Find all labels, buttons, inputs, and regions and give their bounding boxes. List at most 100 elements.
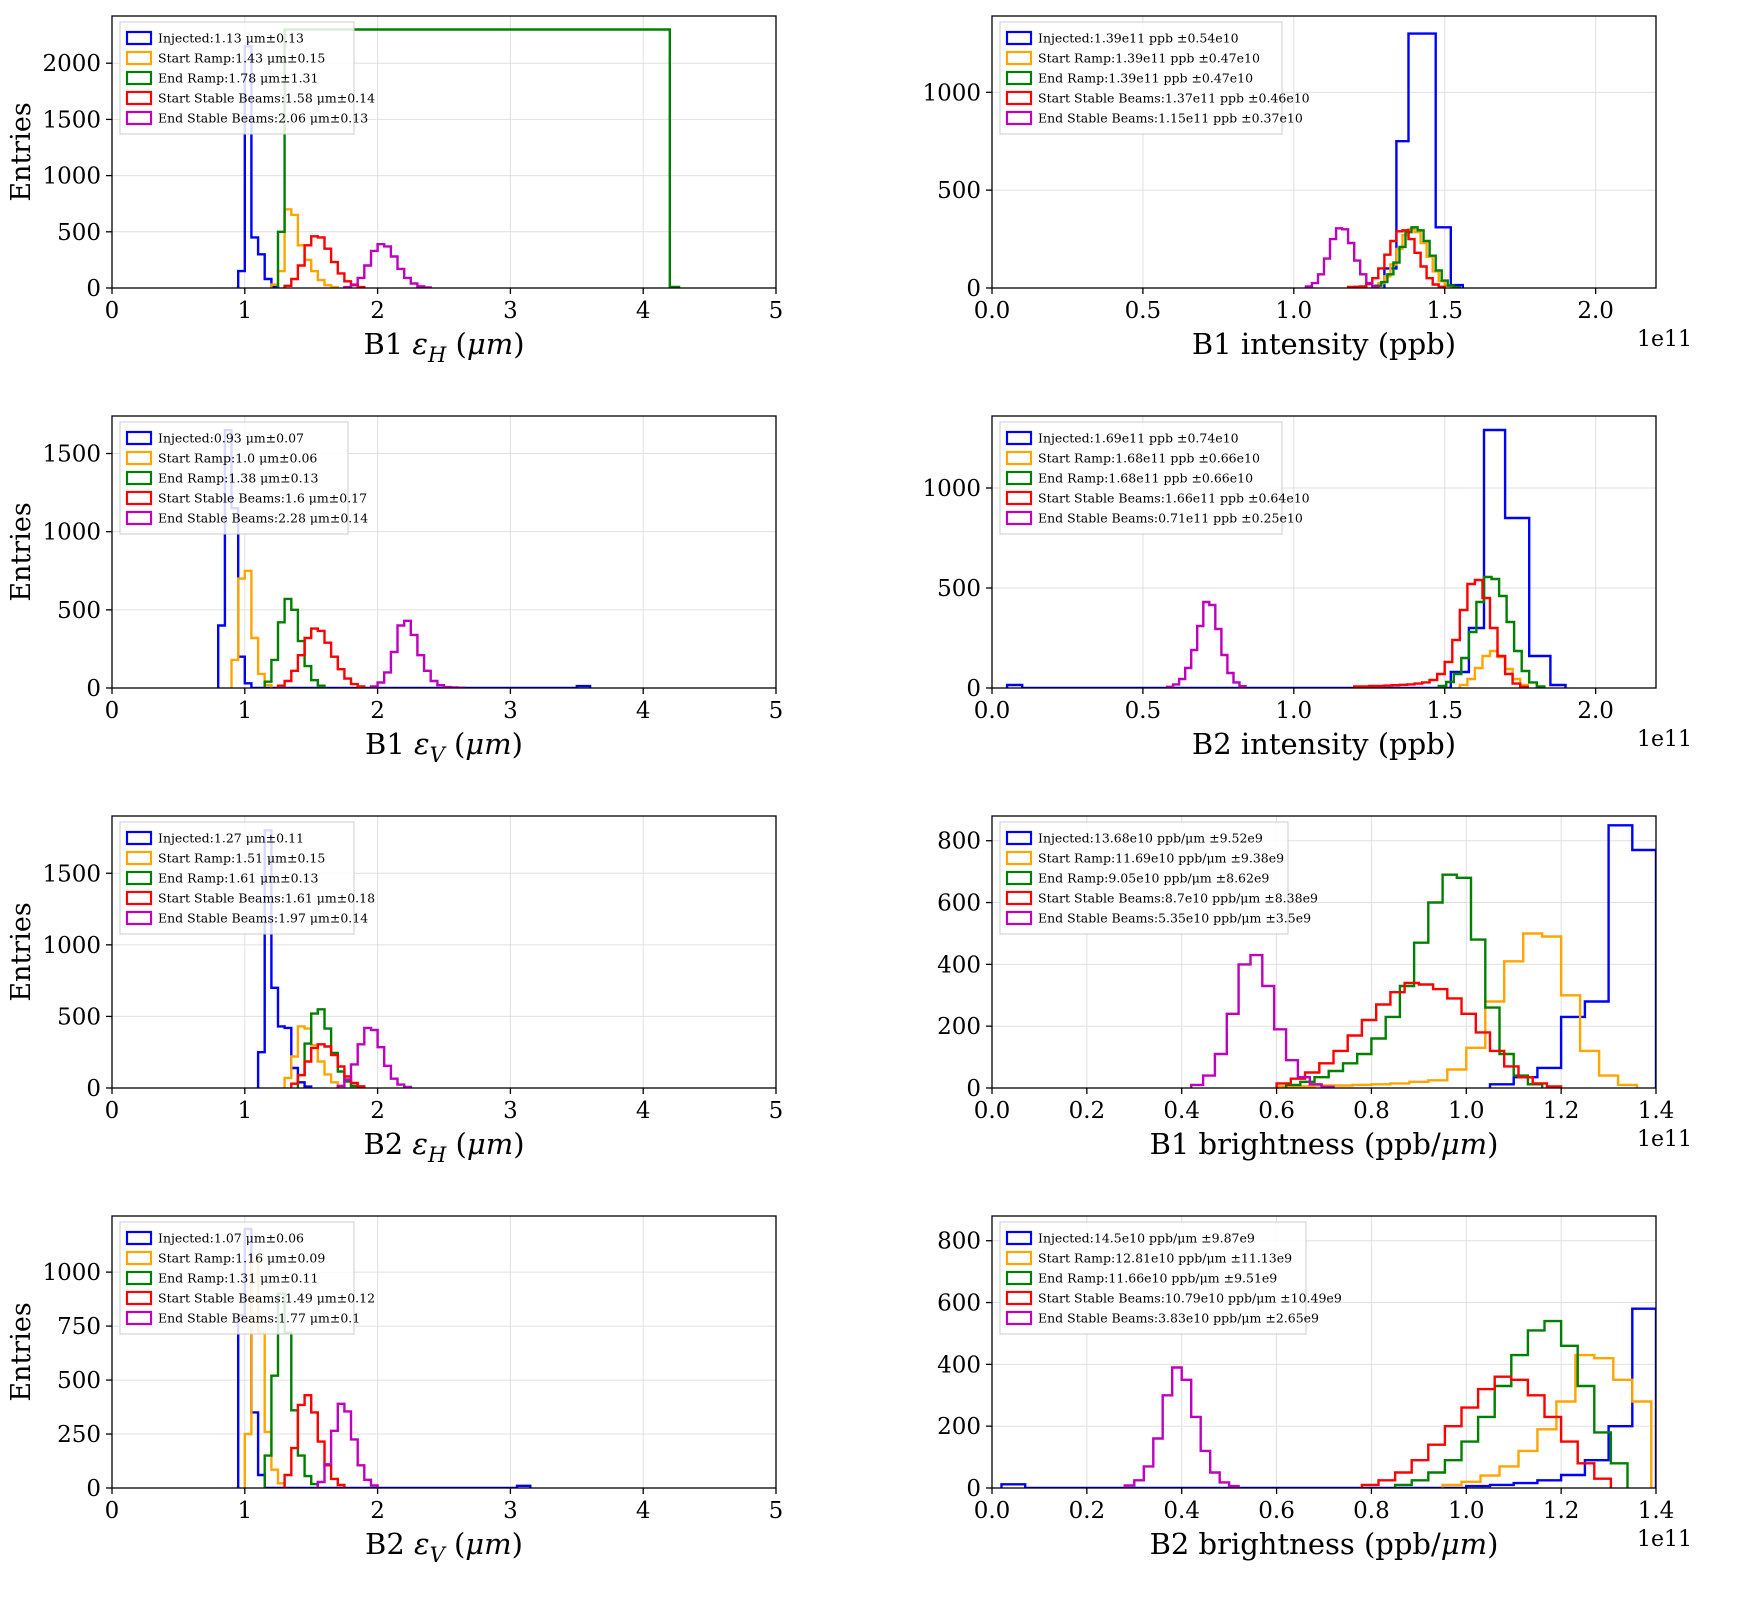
panel-b1-emittance-h: 0 1 2 3 4 5 0 500 1000 1500 2000 B1 εH (μm) Entries I… bbox=[0, 0, 880, 400]
series-end-stable-beams bbox=[1190, 953, 1335, 1088]
y-tick-label: 0 bbox=[86, 1076, 101, 1102]
series-end-ramp bbox=[263, 597, 326, 688]
chart-b1-emittance-h: 0 1 2 3 4 5 0 500 1000 1500 2000 B1 εH (μm) Entries I… bbox=[6, 15, 784, 367]
x-tick-label: 3 bbox=[503, 1498, 518, 1524]
legend-label-start-ramp: Start Ramp:1.0 μm±0.06 bbox=[158, 451, 317, 466]
y-tick-label: 800 bbox=[937, 829, 981, 855]
legend-swatch-injected bbox=[1005, 430, 1033, 446]
y-tick-label: 0 bbox=[86, 276, 101, 302]
x-tick-label: 5 bbox=[769, 298, 784, 324]
x-tick-label: 3 bbox=[503, 698, 518, 724]
series-injected bbox=[1000, 1307, 1656, 1488]
legend-swatch-start-ramp bbox=[125, 850, 153, 866]
legend-swatch-start-stable-beams bbox=[125, 90, 153, 106]
legend-swatch-end-stable-beams bbox=[125, 1310, 153, 1326]
x-axis-label: B1 εH (μm) bbox=[363, 327, 524, 367]
x-axis-label: B1 brightness (ppb/μm) bbox=[1150, 1127, 1499, 1161]
x-tick-label: 0 bbox=[105, 1498, 120, 1524]
y-tick-label: 800 bbox=[937, 1229, 981, 1255]
tick-labels: 0.0 0.2 0.4 0.6 0.8 1.0 1.2 1.4 0 200 400 600 800 bbox=[937, 829, 1674, 1124]
axis-offset-label: 1e11 bbox=[1637, 727, 1692, 752]
series-end-stable-beams bbox=[1304, 227, 1380, 288]
y-tick-label: 400 bbox=[937, 1352, 981, 1378]
chart-b2-intensity: 0.0 0.5 1.0 1.5 2.0 0 500 1000 B2 intensity (ppb… bbox=[922, 415, 1692, 761]
x-tick-label: 2 bbox=[370, 298, 385, 324]
y-tick-label: 2000 bbox=[42, 51, 101, 77]
x-axis-label: B2 εH (μm) bbox=[363, 1127, 524, 1167]
x-tick-label: 0.8 bbox=[1353, 1098, 1390, 1124]
legend-label-injected: Injected:13.68e10 ppb/μm ±9.52e9 bbox=[1038, 831, 1263, 846]
y-tick-label: 1000 bbox=[42, 164, 101, 190]
legend-label-end-stable-beams: End Stable Beams:0.71e11 ppb ±0.25e10 bbox=[1038, 511, 1303, 526]
legend-label-end-ramp: End Ramp:1.39e11 ppb ±0.47e10 bbox=[1038, 71, 1253, 86]
x-tick-label: 0.4 bbox=[1163, 1498, 1200, 1524]
legend-label-injected: Injected:1.39e11 ppb ±0.54e10 bbox=[1038, 31, 1239, 46]
x-tick-label: 2.0 bbox=[1577, 698, 1614, 724]
legend-label-start-ramp: Start Ramp:11.69e10 ppb/μm ±9.38e9 bbox=[1038, 851, 1284, 866]
tick-labels: 0.0 0.2 0.4 0.6 0.8 1.0 1.2 1.4 0 200 400 600 800 bbox=[937, 1229, 1674, 1524]
axes-frame bbox=[111, 815, 777, 1089]
y-tick-label: 500 bbox=[57, 1004, 101, 1030]
y-tick-label: 0 bbox=[966, 1476, 981, 1502]
panel-b1-emittance-v: 0 1 2 3 4 5 0 500 1000 1500 B1 εV (μm) Entries Injec… bbox=[0, 400, 880, 800]
legend-label-start-stable-beams: Start Stable Beams:1.49 μm±0.12 bbox=[158, 1291, 375, 1306]
series-injected bbox=[1488, 824, 1656, 1088]
legend-swatch-start-ramp bbox=[125, 1250, 153, 1266]
legend-frame bbox=[119, 421, 349, 535]
legend-swatch-end-ramp bbox=[125, 1270, 153, 1286]
legend-label-end-stable-beams: End Stable Beams:3.83e10 ppb/μm ±2.65e9 bbox=[1038, 1311, 1319, 1326]
series-group bbox=[237, 28, 681, 288]
x-axis-label: B1 intensity (ppb) bbox=[1192, 327, 1456, 361]
legend-label-end-ramp: End Ramp:1.68e11 ppb ±0.66e10 bbox=[1038, 471, 1253, 486]
legend-label-end-ramp: End Ramp:1.61 μm±0.13 bbox=[158, 871, 319, 886]
x-tick-label: 5 bbox=[769, 1098, 784, 1124]
axes-frame bbox=[991, 415, 1657, 689]
y-tick-label: 0 bbox=[86, 1476, 101, 1502]
x-tick-label: 0 bbox=[105, 698, 120, 724]
legend: Injected:1.07 μm±0.06 Start Ramp:1.16 μm±… bbox=[119, 1221, 375, 1335]
y-tick-label: 1000 bbox=[42, 520, 101, 546]
y-tick-label: 0 bbox=[966, 1076, 981, 1102]
legend-frame bbox=[119, 1221, 355, 1335]
x-tick-label: 1.0 bbox=[1448, 1498, 1485, 1524]
series-end-ramp bbox=[263, 1292, 319, 1488]
legend-label-start-stable-beams: Start Stable Beams:10.79e10 ppb/μm ±10.4… bbox=[1038, 1291, 1342, 1306]
legend-swatch-end-ramp bbox=[1005, 470, 1033, 486]
series-end-stable-beams bbox=[336, 1026, 412, 1088]
series-group bbox=[1304, 32, 1464, 288]
legend-label-end-ramp: End Ramp:9.05e10 ppb/μm ±8.62e9 bbox=[1038, 871, 1269, 886]
x-tick-label: 5 bbox=[769, 698, 784, 724]
legend-swatch-start-ramp bbox=[1005, 850, 1033, 866]
legend-swatch-start-stable-beams bbox=[1005, 90, 1033, 106]
y-tick-label: 600 bbox=[937, 1291, 981, 1317]
series-start-ramp bbox=[1441, 1353, 1653, 1488]
y-tick-label: 200 bbox=[937, 1414, 981, 1440]
y-tick-label: 500 bbox=[937, 178, 981, 204]
series-start-stable-beams bbox=[1275, 981, 1563, 1088]
y-tick-label: 1000 bbox=[42, 933, 101, 959]
series-start-ramp bbox=[283, 1025, 346, 1088]
x-tick-label: 0.6 bbox=[1258, 1098, 1295, 1124]
tick-labels: 0.0 0.5 1.0 1.5 2.0 0 500 1000 bbox=[922, 80, 1613, 324]
legend: Injected:13.68e10 ppb/μm ±9.52e9 Start Ra… bbox=[999, 821, 1318, 935]
series-start-ramp bbox=[1458, 649, 1529, 688]
x-tick-label: 1 bbox=[237, 1098, 252, 1124]
legend-swatch-end-stable-beams bbox=[125, 110, 153, 126]
legend-label-injected: Injected:1.69e11 ppb ±0.74e10 bbox=[1038, 431, 1239, 446]
legend-swatch-end-stable-beams bbox=[1005, 110, 1033, 126]
legend: Injected:1.39e11 ppb ±0.54e10 Start Ramp:… bbox=[999, 21, 1310, 135]
series-start-stable-beams bbox=[283, 1394, 346, 1488]
x-tick-label: 0.6 bbox=[1258, 1498, 1295, 1524]
x-tick-label: 0.0 bbox=[974, 698, 1011, 724]
legend-label-end-stable-beams: End Stable Beams:1.77 μm±0.1 bbox=[158, 1311, 360, 1326]
series-start-ramp bbox=[1275, 932, 1639, 1088]
series-start-ramp bbox=[230, 569, 273, 688]
axes-frame bbox=[991, 815, 1657, 1089]
x-tick-label: 0 bbox=[105, 1098, 120, 1124]
y-axis-label: Entries bbox=[6, 102, 37, 201]
series-start-stable-beams bbox=[276, 627, 366, 688]
series-end-ramp bbox=[1393, 1319, 1629, 1488]
series-start-stable-beams bbox=[1346, 229, 1446, 288]
legend-swatch-start-stable-beams bbox=[125, 890, 153, 906]
x-tick-label: 1.2 bbox=[1543, 1098, 1580, 1124]
